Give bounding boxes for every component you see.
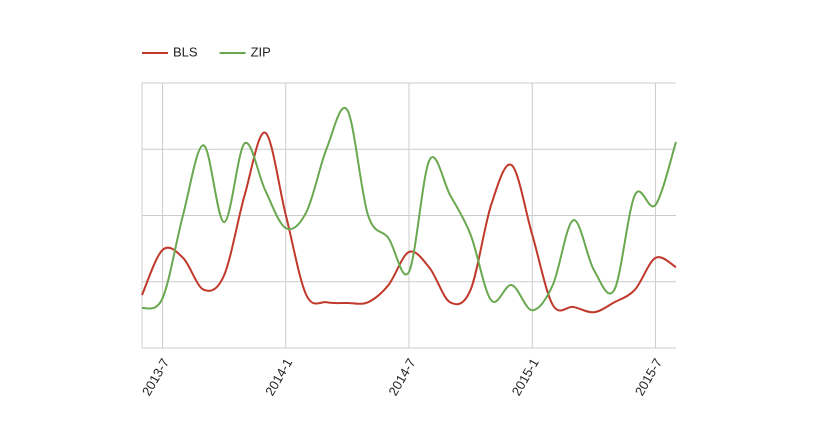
legend-label: ZIP xyxy=(251,44,271,59)
series-line xyxy=(141,106,677,312)
x-tick-label: 2014-1 xyxy=(262,356,295,399)
x-tick-label: 2014-7 xyxy=(385,356,418,399)
x-tick-label: 2015-7 xyxy=(632,356,665,399)
series-line xyxy=(141,131,677,314)
x-tick-label: 2013-7 xyxy=(139,356,172,399)
legend-label: BLS xyxy=(173,44,198,59)
x-tick-label: 2015-1 xyxy=(509,356,542,399)
